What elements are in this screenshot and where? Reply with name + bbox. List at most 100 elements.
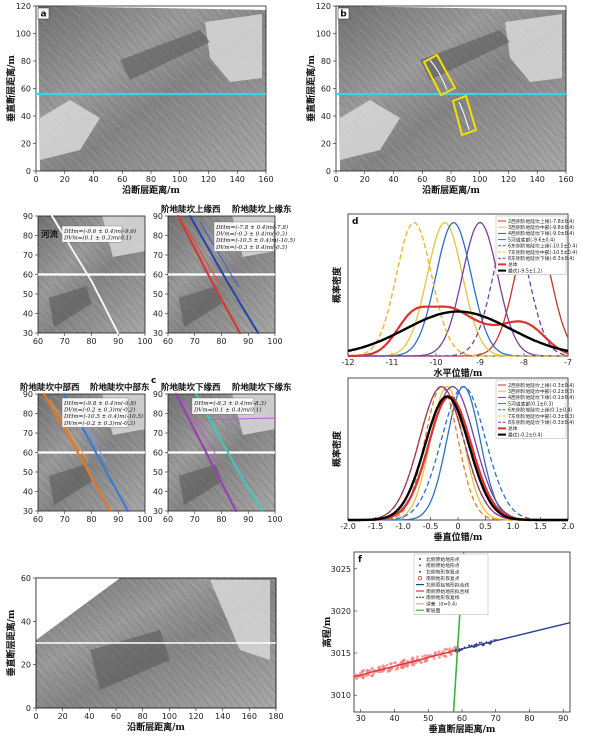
svg-text:DHm=(-8.3 ± 0.4)m(-8.3): DHm=(-8.3 ± 0.4)m(-8.3) (193, 400, 266, 407)
panel-label: a (37, 7, 50, 20)
x-tick-label: 40 (88, 175, 98, 184)
south-point (370, 674, 374, 678)
svg-text:DVm=(-0.3 ± 0.4)m(-0.3): DVm=(-0.3 ± 0.4)m(-0.3) (215, 244, 287, 251)
legend-entry: 误差（σ=0.4） (426, 601, 460, 608)
south-point (401, 660, 404, 663)
south-point (359, 671, 362, 675)
legend: 北侧原始地形点南侧原始地形点北侧地形恢复点南侧地形恢复点北侧原始地形拟合线南侧原… (413, 553, 489, 615)
legend-entry: 北侧原始地形点 (426, 556, 460, 563)
subtitle: 阶地陡坎上缘西 (161, 204, 221, 215)
x-tick-label: 60 (111, 712, 121, 721)
x-tick-label: 140 (215, 712, 230, 721)
south-point (402, 666, 405, 670)
x-tick-label: 0.5 (479, 522, 492, 531)
trace-line (182, 221, 221, 286)
x-tick-label: 50 (423, 714, 433, 723)
x-axis-label: 沿断层距离/m (127, 721, 185, 733)
x-axis-label: 沿断层距离/m (422, 184, 480, 196)
panel-b-map: 0 20 40 60 80 100 120 140 160 0 20 40 60 80 100 120 沿断层距… (305, 2, 574, 196)
best-fit-curve (348, 395, 568, 522)
svg-text:DVm=(0.1 ± 0.4)m(0.1): DVm=(0.1 ± 0.4)m(0.1) (193, 407, 261, 414)
south-point (393, 661, 397, 665)
south-point (432, 657, 436, 661)
x-tick-label: 40 (84, 712, 94, 721)
subtitle: 阶地陡坎下缘西 (161, 382, 221, 393)
legend-entry: 8东侧阶地陡坎下缘(-0.3±0.4) (508, 419, 574, 426)
legend-entry: 最优(-9.5±1.2) (508, 267, 542, 274)
x-tick-label: -8 (520, 358, 528, 367)
south-point (442, 654, 446, 658)
north-point (480, 641, 483, 644)
y-axis-label: 概率密度 (331, 266, 343, 303)
x-tick-label: 90 (558, 714, 568, 723)
legend: 2西侧阶地陡坎上缘(-7.8±0.4)3西侧阶地陡坎中部(-9.8±0.4)4西… (495, 215, 577, 275)
trace-line (49, 399, 89, 463)
d-horizontal-chart: -12 -11 -10 -9 -8 -7 水平位错/m 概率密度 2西侧阶地陡坎上缘(-7.8±… (331, 213, 577, 379)
x-tick-label: 1.5 (534, 522, 547, 531)
y-tick-label: 60 (21, 85, 31, 94)
x-tick-label: -9 (476, 358, 484, 367)
south-point (443, 648, 447, 651)
north-point (468, 644, 471, 647)
south-point (369, 668, 372, 672)
y-tick-label: 60 (153, 449, 163, 458)
x-axis-label: 垂直断层距离/m (429, 723, 496, 735)
x-tick-label: 120 (201, 175, 216, 184)
legend-entry: 总体 (508, 425, 518, 432)
legend-entry: 5河道底部(-9.6±0.4) (508, 236, 555, 243)
south-point (411, 656, 415, 660)
south-point (421, 655, 424, 658)
x-tick-label: -1.5 (368, 522, 384, 531)
y-tick-label: 3020 (331, 607, 351, 616)
legend: 2西侧阶地陡坎上缘(-0.3±0.4)3西侧阶地陡坎中部(-0.2±0.3)4西… (495, 379, 574, 439)
trace-line (183, 399, 221, 463)
legend-entry: 南侧原始地形拟合线 (426, 588, 469, 595)
north-point (481, 644, 484, 647)
y-tick-label: 50 (153, 468, 163, 477)
legend-entry: 6东侧阶地陡坎上缘(-10.5±0.4) (508, 243, 577, 250)
x-tick-label: 0 (455, 522, 460, 531)
x-tick-label: 80 (524, 714, 534, 723)
legend-entry: 7东侧阶地陡坎中部(-0.3±0.3) (508, 413, 574, 420)
x-tick-label: 60 (417, 175, 427, 184)
x-tick-label: 1.0 (507, 522, 520, 531)
x-tick-label: 80 (216, 515, 226, 524)
x-tick-label: 60 (33, 337, 43, 346)
svg-text:DHm=(-9.8 ± 0.4)m(-9.8): DHm=(-9.8 ± 0.4)m(-9.8) (63, 400, 136, 407)
x-tick-label: 80 (86, 515, 96, 524)
trace-line (176, 214, 242, 335)
panel-c-river: 60 70 80 90 100 30 40 50 60 70 80 90 DHm=(-9.6 ± 0.4… (23, 212, 153, 346)
x-tick-label: 20 (360, 175, 370, 184)
x-tick-label: 80 (446, 175, 456, 184)
subtitle: 阶地陡坎下缘东 (232, 382, 292, 393)
svg-text:b: b (340, 10, 347, 20)
offset-annotation: DHm=(-8.3 ± 0.4)m(-8.3)DVm=(0.1 ± 0.4)m(… (191, 397, 266, 415)
combined-curve (348, 305, 569, 358)
y-tick-label: 90 (23, 212, 33, 221)
x-tick-label: 80 (216, 337, 226, 346)
legend-entry: 总体 (508, 261, 518, 268)
legend-entry: 8东侧阶地陡坎下缘(-8.3±0.4) (508, 255, 574, 262)
south-point (419, 661, 423, 664)
x-tick-label: 100 (162, 712, 177, 721)
x-tick-label: 100 (472, 175, 487, 184)
y-tick-label: 40 (21, 112, 31, 121)
svg-text:DHm=(-10.5 ± 0.4)m(-10.5): DHm=(-10.5 ± 0.4)m(-10.5) (63, 413, 143, 420)
x-tick-label: 0 (33, 175, 38, 184)
x-tick-label: 40 (388, 175, 398, 184)
south-point (355, 677, 358, 680)
x-tick-label: 60 (163, 515, 173, 524)
x-tick-label: -12 (341, 358, 354, 367)
x-tick-label: -0.5 (423, 522, 439, 531)
y-tick-label: 50 (23, 468, 33, 477)
x-axis-label: 沿断层距离/m (122, 184, 180, 196)
svg-text:DVm=(-0.2 ± 0.3)m(-0.2): DVm=(-0.2 ± 0.3)m(-0.2) (63, 407, 135, 414)
y-tick-label: 40 (153, 488, 163, 497)
offset-annotation: DHm=(-7.8 ± 0.4)m(-7.8)DVm=(-0.3 ± 0.4)m… (213, 221, 295, 252)
x-tick-label: 60 (457, 714, 467, 723)
svg-text:DVm=(-0.2 ± 0.3)m(-0.3): DVm=(-0.2 ± 0.3)m(-0.3) (63, 420, 135, 427)
x-tick-label: -7 (564, 358, 572, 367)
north-point (458, 650, 460, 652)
south-point (434, 651, 437, 654)
